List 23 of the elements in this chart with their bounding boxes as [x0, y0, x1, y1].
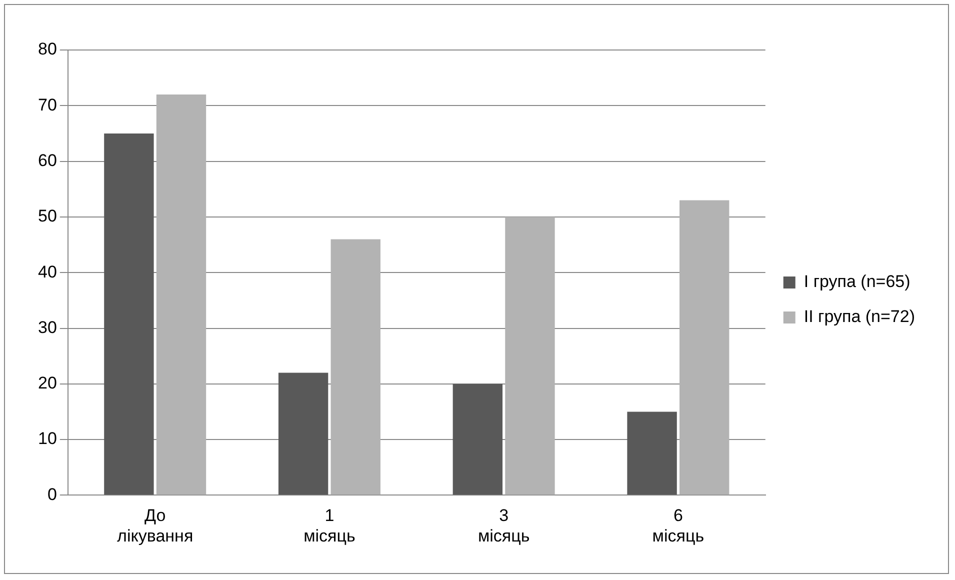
y-tick-label: 10: [38, 429, 57, 448]
y-tick-label: 60: [38, 150, 57, 170]
bar: [452, 384, 503, 495]
y-tick-label: 40: [38, 262, 57, 282]
bar: [156, 94, 206, 495]
bar: [278, 372, 328, 495]
x-tick-label: До лікування: [117, 506, 194, 546]
y-tick-label: 30: [38, 318, 57, 337]
x-tick-label: 6 місяць: [652, 506, 704, 546]
bar: [104, 133, 154, 495]
y-tick-label: 0: [47, 484, 57, 504]
bar: [505, 216, 555, 495]
legend-label: II група (n=72): [804, 307, 916, 326]
bar: [679, 200, 730, 495]
y-tick-label: 80: [38, 40, 57, 59]
y-tick-label: 50: [38, 206, 57, 226]
y-tick-label: 20: [38, 374, 57, 393]
y-tick-label: 70: [38, 95, 57, 114]
legend-label: I група (n=65): [804, 272, 910, 292]
bar: [627, 412, 677, 495]
bar: [330, 239, 380, 495]
x-tick-label: 1 місяць: [304, 506, 356, 546]
x-tick-label: 3 місяць: [478, 506, 530, 546]
